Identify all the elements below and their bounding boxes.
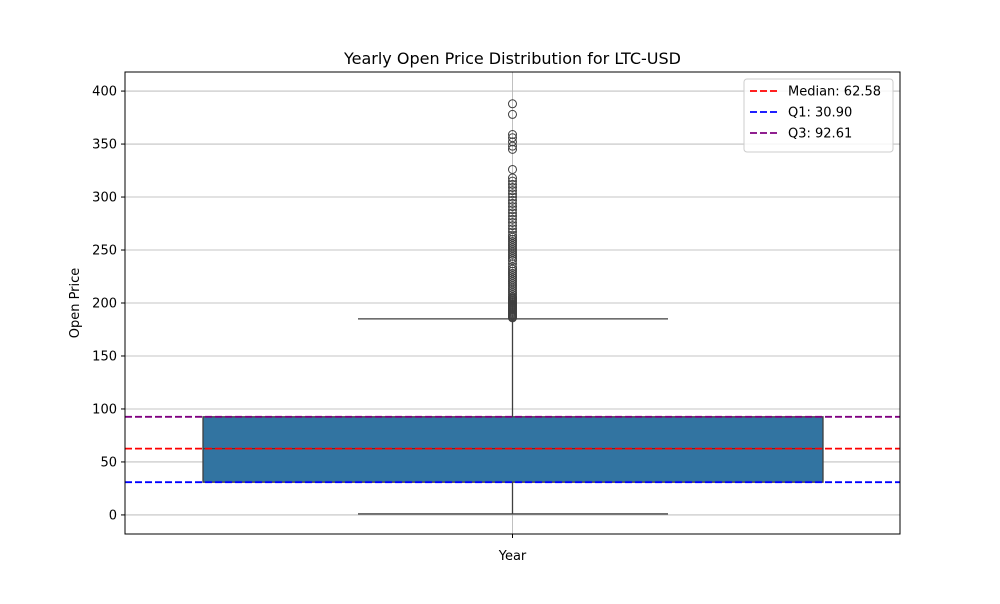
outlier-point [508, 186, 517, 196]
legend-label: Median: 62.58 [788, 85, 881, 100]
outlier-point [508, 237, 517, 247]
outlier-point [508, 189, 517, 199]
outlier-point [508, 195, 517, 205]
legend-box [743, 78, 894, 153]
outlier-point [508, 211, 517, 221]
outlier-point [508, 133, 517, 143]
outlier-point [508, 99, 517, 109]
y-tick-label: 250 [92, 244, 117, 259]
legend-label: Q3: 92.61 [788, 127, 852, 142]
y-tick-label: 300 [92, 191, 117, 206]
y-tick-label: 350 [92, 138, 117, 153]
outlier-point [508, 176, 517, 186]
outlier-point [508, 234, 517, 244]
outlier-point [508, 266, 517, 276]
x-axis-label: Year [498, 549, 527, 564]
outlier-point [508, 217, 517, 227]
outlier-point [508, 202, 517, 212]
outlier-point [508, 164, 517, 174]
outlier-point [508, 205, 517, 215]
outlier-point [508, 198, 517, 208]
outlier-point [508, 230, 517, 240]
outlier-point [508, 268, 517, 278]
legend: Median: 62.58 Q1: 30.90 Q3: 92.61 [743, 78, 894, 153]
outlier-point [508, 179, 517, 189]
outlier-point [508, 224, 517, 234]
y-tick-label: 100 [92, 402, 117, 417]
outlier-point [508, 109, 517, 119]
y-tick-label: 150 [92, 349, 117, 364]
y-tick-label: 0 [109, 508, 117, 523]
y-tick-label: 400 [92, 85, 117, 100]
outlier-point [508, 183, 517, 192]
outlier-point [508, 208, 517, 218]
outlier-point [508, 137, 517, 147]
outlier-point [508, 214, 517, 224]
y-axis-label: Open Price [68, 268, 83, 339]
outlier-point [508, 259, 517, 269]
legend-label: Q1: 30.90 [788, 106, 852, 121]
outlier-point [508, 130, 517, 140]
y-tick-label: 50 [100, 455, 117, 470]
y-tick-label: 200 [92, 297, 117, 312]
y-axis-ticks: 0 50 100 150 200 250 300 350 400 [92, 85, 125, 523]
reference-lines [125, 415, 900, 484]
outlier-point [508, 227, 517, 237]
outlier-point [508, 221, 517, 231]
box-plot [202, 99, 824, 515]
outlier-point [508, 144, 517, 154]
outlier-point [508, 192, 517, 202]
chart-title: Yearly Open Price Distribution for LTC-U… [343, 49, 681, 68]
